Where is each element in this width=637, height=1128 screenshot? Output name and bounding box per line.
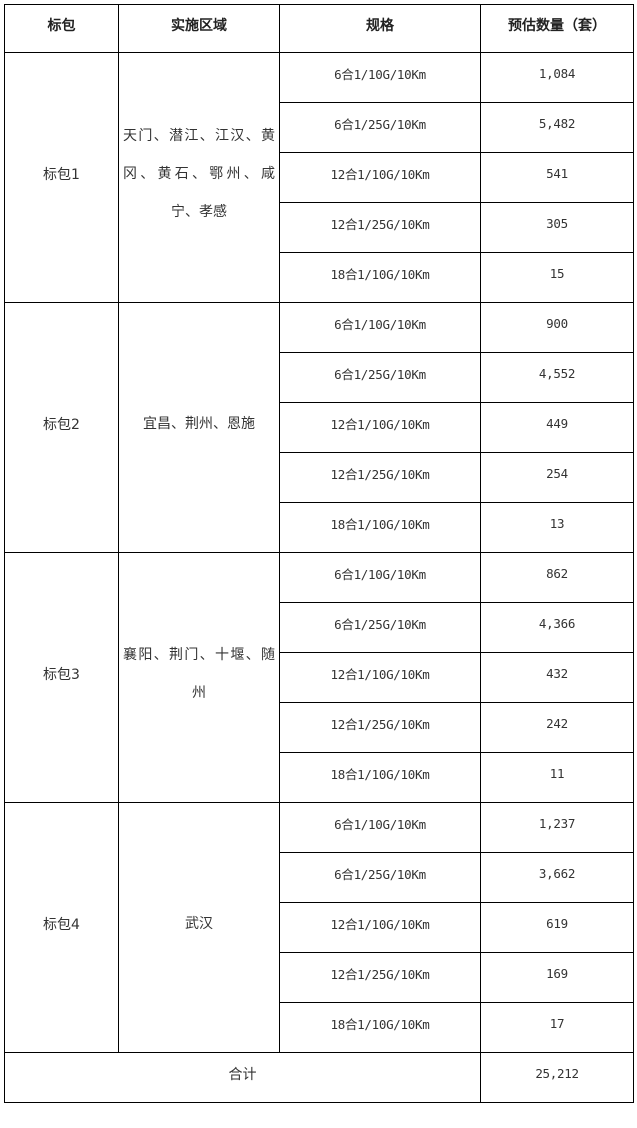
package-name: 标包3 bbox=[4, 552, 119, 803]
spec-cell: 12合1/25G/10Km bbox=[279, 202, 481, 253]
spec-cell: 12合1/25G/10Km bbox=[279, 952, 481, 1003]
quantity-cell: 900 bbox=[480, 302, 634, 353]
table-row: 标包3 襄阳、荆门、十堰、随州 6合1/10G/10Km 862 bbox=[4, 552, 634, 803]
quantity-cell: 5,482 bbox=[480, 102, 634, 153]
table-row: 12合1/10G/10Km 541 bbox=[5, 152, 634, 203]
header-row: 标包 实施区域 规格 预估数量（套） bbox=[4, 4, 634, 53]
package-region: 天门、潜江、江汉、黄冈、黄石、鄂州、咸宁、孝感 bbox=[118, 52, 280, 303]
package-name: 标包1 bbox=[4, 52, 119, 303]
quantity-cell: 1,237 bbox=[480, 802, 634, 853]
table-row: 标包4 武汉 6合1/10G/10Km 1,237 bbox=[4, 802, 634, 1053]
spec-cell: 6合1/10G/10Km bbox=[279, 552, 481, 603]
spec-cell: 6合1/25G/10Km bbox=[279, 602, 481, 653]
total-row: 合计 25,212 bbox=[4, 1052, 634, 1103]
header-spec: 规格 bbox=[279, 4, 481, 53]
table-row: 18合1/10G/10Km 15 bbox=[5, 252, 634, 303]
spec-cell: 6合1/25G/10Km bbox=[279, 102, 481, 153]
package-region: 襄阳、荆门、十堰、随州 bbox=[118, 552, 280, 803]
quantity-cell: 1,084 bbox=[480, 52, 634, 103]
spec-cell: 12合1/10G/10Km bbox=[279, 902, 481, 953]
quantity-cell: 169 bbox=[480, 952, 634, 1003]
table-row: 6合1/25G/10Km 5,482 bbox=[5, 102, 634, 153]
table-row: 12合1/10G/10Km 432 bbox=[5, 652, 634, 703]
quantity-cell: 3,662 bbox=[480, 852, 634, 903]
package-region: 武汉 bbox=[118, 802, 280, 1053]
spec-cell: 12合1/10G/10Km bbox=[279, 652, 481, 703]
quantity-cell: 449 bbox=[480, 402, 634, 453]
table-row: 12合1/25G/10Km 305 bbox=[5, 202, 634, 253]
total-label: 合计 bbox=[4, 1052, 481, 1103]
quantity-cell: 17 bbox=[480, 1002, 634, 1053]
table-row: 标包1 天门、潜江、江汉、黄冈、黄石、鄂州、咸宁、孝感 6合1/10G/10Km 1,… bbox=[4, 52, 634, 303]
spec-cell: 6合1/25G/10Km bbox=[279, 852, 481, 903]
table-row: 12合1/25G/10Km 242 bbox=[5, 702, 634, 753]
table-row: 12合1/25G/10Km 254 bbox=[5, 452, 634, 503]
package-name: 标包2 bbox=[4, 302, 119, 553]
spec-cell: 6合1/10G/10Km bbox=[279, 802, 481, 853]
package-name: 标包4 bbox=[4, 802, 119, 1053]
quantity-cell: 541 bbox=[480, 152, 634, 203]
quantity-cell: 619 bbox=[480, 902, 634, 953]
table-row: 18合1/10G/10Km 17 bbox=[5, 1002, 634, 1053]
quantity-cell: 15 bbox=[480, 252, 634, 303]
header-package: 标包 bbox=[4, 4, 119, 53]
table-row: 18合1/10G/10Km 11 bbox=[5, 752, 634, 803]
table-row: 12合1/25G/10Km 169 bbox=[5, 952, 634, 1003]
spec-cell: 18合1/10G/10Km bbox=[279, 752, 481, 803]
spec-cell: 18合1/10G/10Km bbox=[279, 502, 481, 553]
header-quantity: 预估数量（套） bbox=[480, 4, 634, 53]
quantity-cell: 242 bbox=[480, 702, 634, 753]
table-row: 12合1/10G/10Km 449 bbox=[5, 402, 634, 453]
quantity-cell: 432 bbox=[480, 652, 634, 703]
quantity-cell: 862 bbox=[480, 552, 634, 603]
package-region: 宜昌、荆州、恩施 bbox=[118, 302, 280, 553]
spec-cell: 6合1/10G/10Km bbox=[279, 52, 481, 103]
header-region: 实施区域 bbox=[118, 4, 280, 53]
quantity-cell: 254 bbox=[480, 452, 634, 503]
spec-cell: 6合1/10G/10Km bbox=[279, 302, 481, 353]
spec-cell: 12合1/10G/10Km bbox=[279, 402, 481, 453]
spec-cell: 12合1/10G/10Km bbox=[279, 152, 481, 203]
spec-cell: 18合1/10G/10Km bbox=[279, 252, 481, 303]
quantity-cell: 4,366 bbox=[480, 602, 634, 653]
estimate-table: 标包 实施区域 规格 预估数量（套） 标包1 天门、潜江、江汉、黄冈、黄石、鄂州、… bbox=[4, 4, 634, 1103]
quantity-cell: 4,552 bbox=[480, 352, 634, 403]
spec-cell: 12合1/25G/10Km bbox=[279, 452, 481, 503]
table-row: 12合1/10G/10Km 619 bbox=[5, 902, 634, 953]
total-value: 25,212 bbox=[480, 1052, 634, 1103]
quantity-cell: 13 bbox=[480, 502, 634, 553]
table-row: 6合1/25G/10Km 4,552 bbox=[5, 352, 634, 403]
quantity-cell: 11 bbox=[480, 752, 634, 803]
spec-cell: 18合1/10G/10Km bbox=[279, 1002, 481, 1053]
table-row: 标包2 宜昌、荆州、恩施 6合1/10G/10Km 900 bbox=[4, 302, 634, 553]
spec-cell: 6合1/25G/10Km bbox=[279, 352, 481, 403]
table-row: 6合1/25G/10Km 3,662 bbox=[5, 852, 634, 903]
table-row: 6合1/25G/10Km 4,366 bbox=[5, 602, 634, 653]
quantity-cell: 305 bbox=[480, 202, 634, 253]
table-row: 18合1/10G/10Km 13 bbox=[5, 502, 634, 553]
spec-cell: 12合1/25G/10Km bbox=[279, 702, 481, 753]
